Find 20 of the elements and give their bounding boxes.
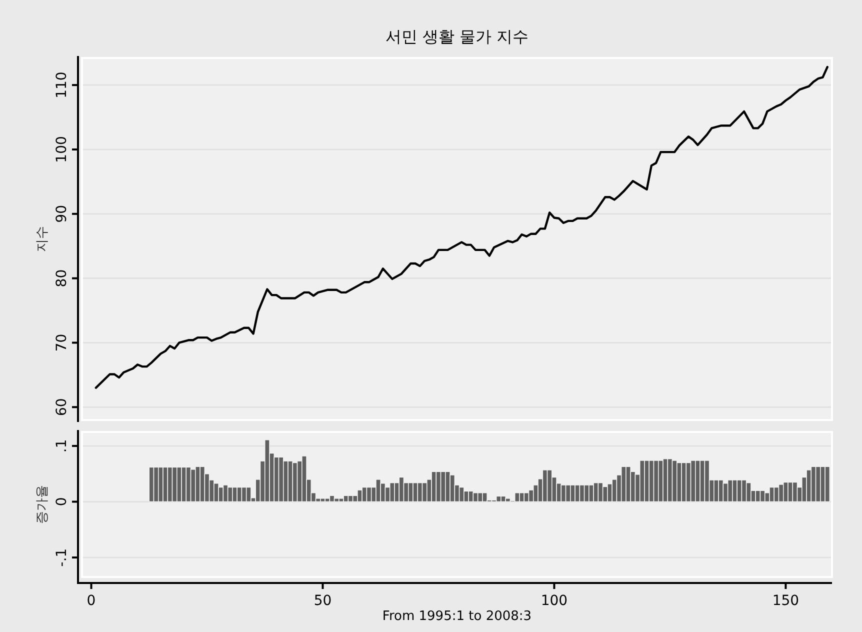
y-axis-title: 증가율 xyxy=(35,485,50,524)
y-tick-label: 90 xyxy=(54,204,70,223)
y-tick-label: -.1 xyxy=(54,548,70,567)
y-tick-label: 100 xyxy=(54,136,70,163)
y-tick-label: 80 xyxy=(54,269,70,288)
y-tick-label: 60 xyxy=(54,398,70,416)
line-series xyxy=(94,66,828,389)
y-tick-label: 0 xyxy=(54,497,70,506)
y-tick-label: 110 xyxy=(54,72,70,98)
x-tick-label: 0 xyxy=(86,593,96,609)
bar xyxy=(246,486,252,502)
y-tick-label: .1 xyxy=(54,439,70,453)
x-tick-label: 50 xyxy=(314,593,332,609)
x-axis-title: From 1995:1 to 2008:3 xyxy=(382,609,532,624)
bar xyxy=(148,466,154,502)
x-tick-label: 150 xyxy=(772,593,800,609)
chart-title: 서민 생활 물가 지수 xyxy=(385,27,529,46)
x-tick-label: 100 xyxy=(540,593,568,609)
y-tick-label: 70 xyxy=(54,334,70,352)
y-axis-title: 지수 xyxy=(35,226,50,252)
